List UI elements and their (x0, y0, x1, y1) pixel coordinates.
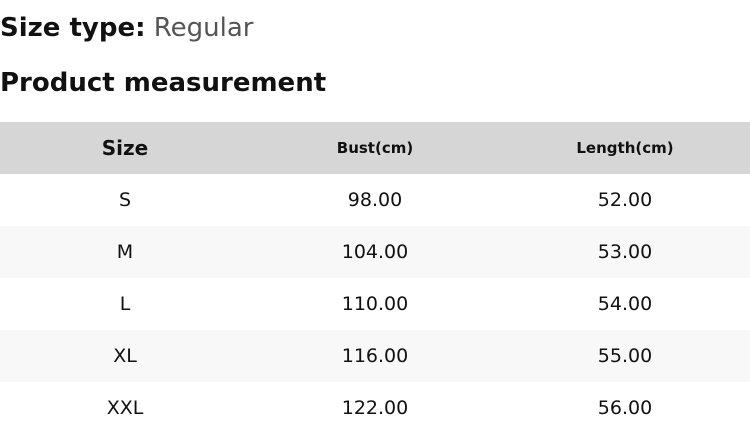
cell-size: L (119, 293, 131, 315)
cell-length: 52.00 (597, 189, 653, 211)
header-bust: Bust(cm) (250, 122, 500, 174)
table-row: M 104.00 53.00 (0, 226, 750, 278)
header-length: Length(cm) (500, 122, 750, 174)
size-type-label: Size type: (0, 13, 146, 43)
table-row: S 98.00 52.00 (0, 174, 750, 226)
cell-bust: 122.00 (341, 397, 409, 419)
cell-length: 54.00 (597, 293, 653, 315)
cell-length: 55.00 (500, 330, 750, 382)
measurement-table: Size Bust(cm) Length(cm) S 98.00 52.00 M 104… (0, 122, 750, 434)
cell-length: 53.00 (500, 226, 750, 278)
cell-size: XL (0, 330, 250, 382)
header-size: Size (0, 122, 250, 174)
cell-bust: 110.00 (341, 293, 409, 315)
cell-size: M (0, 226, 250, 278)
cell-bust: 104.00 (250, 226, 500, 278)
cell-length: 56.00 (597, 397, 653, 419)
table-header-row: Size Bust(cm) Length(cm) (0, 122, 750, 174)
cell-size: XXL (106, 397, 144, 419)
section-title: Product measurement (0, 68, 327, 98)
cell-size: S (118, 189, 132, 211)
table-row: L 110.00 54.00 (0, 278, 750, 330)
size-type: Size type: Regular (0, 12, 253, 44)
cell-bust: 98.00 (347, 189, 403, 211)
cell-bust: 116.00 (250, 330, 500, 382)
size-type-value: Regular (153, 13, 254, 43)
table-row: XXL 122.00 56.00 (0, 382, 750, 434)
table-row: XL 116.00 55.00 (0, 330, 750, 382)
